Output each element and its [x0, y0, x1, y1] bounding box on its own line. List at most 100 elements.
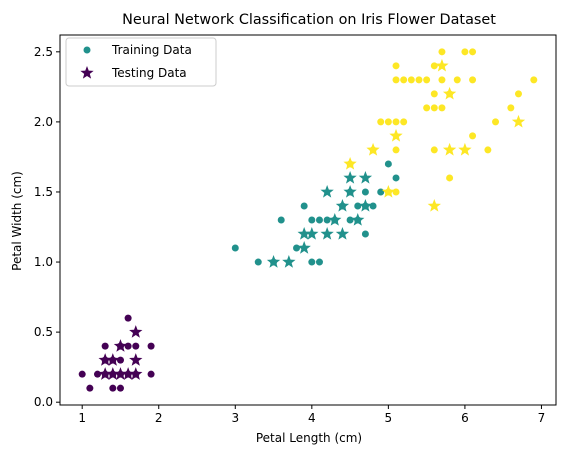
training-point	[484, 146, 492, 154]
training-point	[446, 174, 454, 182]
training-point	[407, 76, 415, 84]
legend-training-label: Training Data	[111, 43, 192, 57]
training-point	[415, 76, 423, 84]
training-point	[308, 258, 316, 266]
training-point	[384, 160, 392, 168]
training-point	[147, 370, 155, 378]
training-point	[116, 356, 124, 364]
training-point	[369, 202, 377, 210]
training-point	[361, 188, 369, 196]
training-point	[453, 76, 461, 84]
chart-title: Neural Network Classification on Iris Fl…	[122, 12, 496, 28]
legend: Training Data Testing Data	[65, 37, 217, 87]
training-point	[94, 370, 102, 378]
testing-point	[328, 213, 342, 226]
training-point	[392, 174, 400, 182]
testing-point	[343, 184, 357, 198]
training-point	[392, 146, 400, 154]
legend-testing-marker	[80, 66, 94, 79]
training-point	[346, 216, 354, 224]
training-point	[147, 342, 155, 350]
training-point	[308, 216, 316, 224]
training-point	[423, 104, 431, 112]
training-point	[354, 202, 362, 210]
testing-point	[98, 367, 112, 380]
testing-point	[442, 142, 457, 156]
training-point	[514, 90, 522, 98]
testing-point	[106, 353, 120, 366]
training-point	[469, 132, 477, 140]
training-point	[101, 342, 109, 350]
legend-testing-label: Testing Data	[111, 66, 187, 80]
testing-point	[335, 227, 350, 240]
testing-point	[458, 142, 472, 156]
testing-point	[343, 156, 357, 170]
series-testing	[98, 58, 526, 380]
y-tick-label: 2.5	[34, 45, 53, 59]
training-point	[469, 76, 477, 84]
y-tick-label: 1.5	[34, 185, 53, 199]
training-point	[392, 76, 400, 84]
testing-point	[435, 58, 449, 72]
y-tick-label: 2.0	[34, 115, 53, 129]
training-point	[300, 202, 308, 210]
testing-point	[98, 353, 112, 366]
training-point	[293, 244, 301, 252]
training-point	[430, 62, 438, 70]
testing-point	[320, 184, 334, 198]
x-tick-label: 4	[308, 411, 316, 425]
testing-point	[106, 367, 120, 380]
training-point	[124, 342, 132, 350]
testing-point	[381, 184, 396, 198]
testing-point	[129, 325, 143, 338]
testing-point	[442, 86, 457, 100]
training-point	[492, 118, 500, 126]
training-point	[132, 342, 140, 350]
y-axis-label: Petal Width (cm)	[10, 171, 24, 271]
training-point	[438, 104, 446, 112]
testing-point	[297, 227, 311, 240]
x-tick-label: 7	[538, 411, 546, 425]
testing-point	[121, 367, 135, 380]
testing-point	[129, 367, 143, 380]
testing-point	[366, 142, 380, 156]
testing-point	[113, 339, 128, 352]
training-point	[315, 258, 323, 266]
training-point	[430, 146, 438, 154]
x-tick-label: 1	[78, 411, 86, 425]
testing-point	[113, 367, 128, 380]
training-point	[438, 48, 446, 56]
training-point	[124, 314, 132, 322]
y-axis: 0.0 0.5 1.0 1.5 2.0 2.5	[34, 45, 60, 409]
testing-point	[297, 241, 311, 254]
plot-frame	[59, 34, 557, 406]
testing-point	[305, 227, 319, 240]
training-point	[384, 118, 392, 126]
x-tick-label: 6	[461, 411, 469, 425]
testing-point	[266, 255, 281, 268]
testing-point	[343, 170, 357, 184]
training-point	[361, 230, 369, 238]
x-axis: 1 2 3 4 5 6 7	[78, 405, 545, 425]
testing-point	[335, 198, 350, 212]
training-point	[78, 370, 86, 378]
y-tick-label: 0.0	[34, 395, 53, 409]
training-point	[392, 188, 400, 196]
training-point	[116, 384, 124, 392]
training-point	[231, 244, 239, 252]
testing-point	[129, 353, 143, 366]
training-point	[507, 104, 515, 112]
training-point	[315, 216, 323, 224]
training-point	[86, 384, 94, 392]
training-point	[109, 384, 117, 392]
training-point	[430, 104, 438, 112]
x-tick-label: 2	[155, 411, 163, 425]
legend-training-marker	[83, 46, 91, 54]
training-point	[423, 76, 431, 84]
x-axis-label: Petal Length (cm)	[256, 431, 362, 445]
x-tick-label: 3	[231, 411, 239, 425]
training-point	[530, 76, 538, 84]
y-tick-label: 1.0	[34, 255, 53, 269]
training-point	[461, 48, 469, 56]
testing-point	[351, 213, 365, 226]
